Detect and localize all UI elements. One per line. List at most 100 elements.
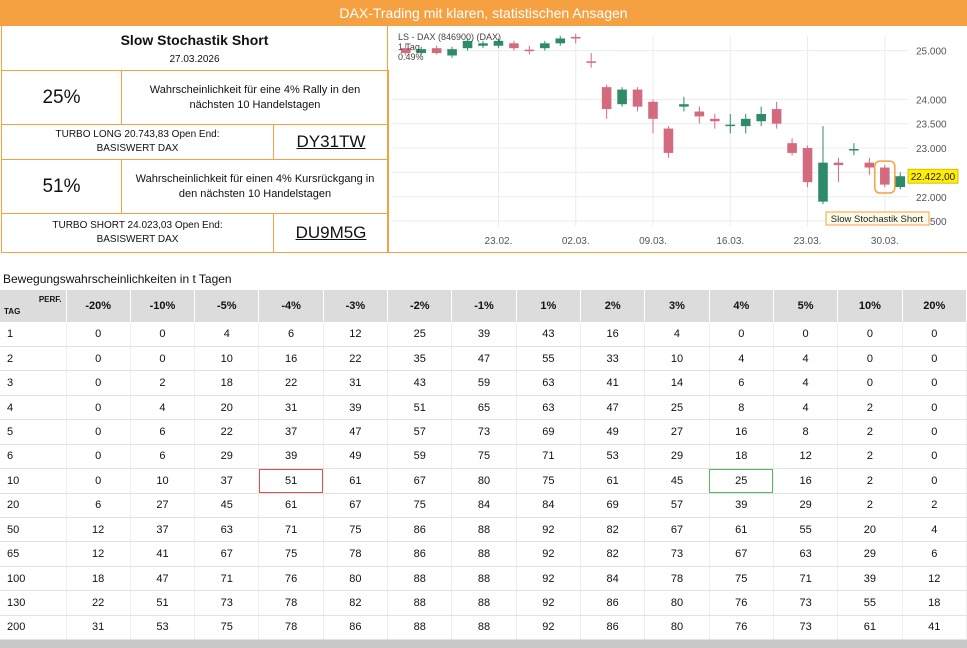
probability-cell: 2: [837, 419, 903, 445]
probability-cell: 12: [902, 566, 967, 592]
probability-cell: 0: [66, 468, 131, 494]
table-row: 50 12 37 63 71 75 86 88 92 82 67 61 55 20 4: [0, 517, 967, 543]
table-row: 6 0 6 29 39 49 59 75 71 53 29 18 12 2 0: [0, 444, 967, 470]
table-row: 10 0 10 37 51 61 67 80 75 61 45 25 16 2 0: [0, 468, 967, 494]
probability-cell: 29: [837, 541, 903, 567]
probability-cell: 92: [516, 541, 582, 567]
table-row: 65 12 41 67 75 78 86 88 92 82 73 67 63 29 6: [0, 541, 967, 567]
candle-body: [478, 43, 488, 46]
probability-cell: 37: [130, 517, 196, 543]
probability-cell: 49: [323, 444, 389, 470]
column-header: 1%: [516, 290, 582, 322]
probability-cell: 92: [516, 615, 582, 641]
candle-body: [725, 124, 736, 127]
probability-cell: 75: [258, 541, 324, 567]
probability-cell: 84: [580, 566, 646, 592]
probability-cell: 76: [709, 615, 774, 641]
candle-body: [648, 101, 658, 119]
probability-cell: 88: [387, 590, 453, 616]
probability-cell: 67: [387, 468, 453, 494]
candle-body: [462, 40, 473, 49]
probability-cell: 45: [644, 468, 710, 494]
probability-cell: 84: [516, 493, 582, 519]
column-header: -1%: [451, 290, 517, 322]
probability-cell: 29: [194, 444, 260, 470]
probability-cell: 0: [66, 419, 131, 445]
probability-cell: 18: [709, 444, 774, 470]
probability-cell: 12: [323, 322, 389, 347]
candle-body: [694, 111, 705, 117]
probability-cell: 10: [644, 346, 710, 372]
probability-cell: 61: [258, 493, 324, 519]
probability-cell: 25: [387, 322, 453, 347]
probability-cell: 27: [644, 419, 710, 445]
turbo-short-code-link[interactable]: DU9M5G: [273, 213, 389, 253]
probability-cell: 84: [451, 493, 517, 519]
probability-cell: 18: [194, 370, 260, 396]
row-day-cell: 130: [0, 590, 67, 616]
y-tick-label: 21.500: [916, 217, 947, 228]
probability-cell: 80: [644, 615, 710, 641]
long-probability-text: Wahrscheinlichkeit für eine 4% Rally in …: [121, 70, 389, 125]
signal-date: 27.03.2026: [169, 53, 220, 65]
probability-cell: 4: [709, 346, 774, 372]
probability-cell: 86: [580, 615, 646, 641]
table-row: 130 22 51 73 78 82 88 88 92 86 80 76 73 55 18: [0, 590, 967, 616]
row-day-cell: 1: [0, 322, 67, 347]
candle-body: [431, 48, 442, 54]
probability-cell: 0: [902, 395, 967, 421]
x-tick-label: 16.03.: [716, 236, 744, 247]
candle-body: [632, 89, 643, 107]
chart-candles: [400, 33, 906, 205]
short-probability: 51%: [1, 159, 122, 214]
probability-cell: 39: [837, 566, 903, 592]
column-header: 3%: [644, 290, 710, 322]
probability-cell: 63: [773, 541, 839, 567]
table-header-row: PERF. TAG -20% -10% -5% -4% -3% -2% -1% 1% 2% 3% 4…: [0, 290, 967, 322]
candle-body: [880, 167, 890, 185]
probability-cell: 39: [258, 444, 324, 470]
probability-cell: 51: [387, 395, 453, 421]
probability-cell: 49: [580, 419, 646, 445]
probability-cell: 35: [387, 346, 453, 372]
x-tick-label: 02.03.: [562, 236, 590, 247]
probability-cell: 16: [773, 468, 839, 494]
candle-body: [524, 49, 535, 52]
probability-cell: 2: [902, 493, 967, 519]
bottom-scrollbar[interactable]: [0, 640, 967, 648]
probability-cell: 61: [837, 615, 903, 641]
probability-cell: 92: [516, 566, 582, 592]
probability-cell: 88: [451, 541, 517, 567]
probability-cell: 20: [194, 395, 260, 421]
signal-title: Slow Stochastik Short: [120, 31, 269, 48]
candle-body: [447, 49, 457, 56]
turbo-long-label: TURBO LONG 20.743,83 Open End:: [55, 129, 220, 140]
probability-cell: 10: [194, 346, 260, 372]
probability-cell: 31: [258, 395, 324, 421]
column-header: 5%: [773, 290, 839, 322]
corner-perf-label: PERF.: [38, 295, 62, 304]
candle-body: [895, 176, 906, 188]
probability-cell: 0: [837, 346, 903, 372]
probability-cell: 18: [902, 590, 967, 616]
probability-cell: 73: [773, 590, 839, 616]
candle-body: [540, 43, 550, 49]
probability-cell: 80: [323, 566, 389, 592]
probability-cell: 0: [837, 370, 903, 396]
table-row: 4 0 4 20 31 39 51 65 63 47 25 8 4 2 0: [0, 395, 967, 421]
probability-cell: 0: [130, 322, 196, 347]
probability-cell: 2: [837, 493, 903, 519]
probability-cell: 88: [387, 566, 453, 592]
turbo-long-code-link[interactable]: DY31TW: [273, 124, 389, 160]
turbo-short-label: TURBO SHORT 24.023,03 Open End:: [52, 220, 223, 231]
probability-cell: 25: [709, 468, 774, 494]
column-header: -5%: [194, 290, 260, 322]
chart-canvas: 25.00024.00023.50023.00022.50022.00021.5…: [392, 32, 959, 247]
probability-cell: 2: [837, 444, 903, 470]
header-banner: DAX-Trading mit klaren, statistischen An…: [0, 0, 967, 26]
candle-body: [710, 118, 720, 122]
probability-cell: 82: [580, 541, 646, 567]
probability-cell: 59: [387, 444, 453, 470]
probability-cell: 51: [130, 590, 196, 616]
x-tick-label: 30.03.: [871, 236, 899, 247]
